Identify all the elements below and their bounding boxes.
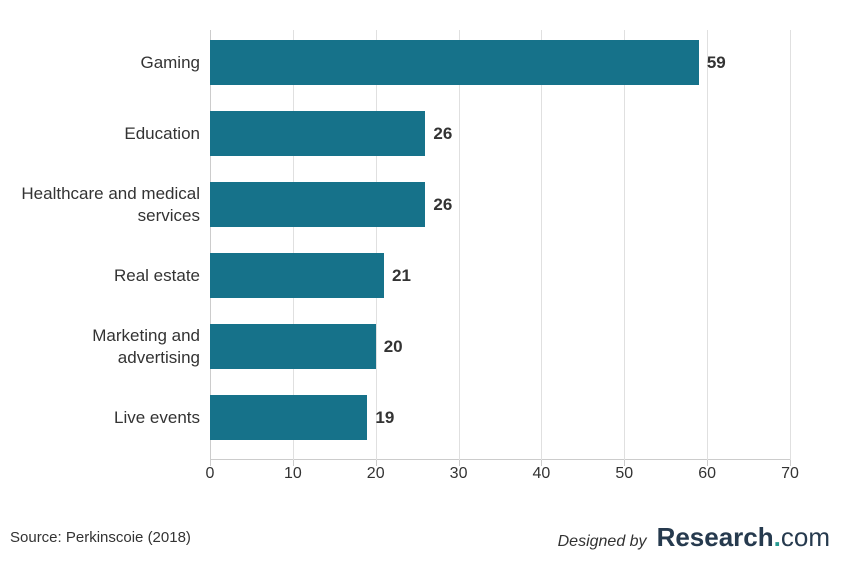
brand-main: Research [657, 522, 774, 552]
brand-logo: Research.com [657, 522, 830, 553]
bar-row: 59 [210, 40, 790, 85]
bar: 20 [210, 324, 376, 369]
attribution: Designed by Research.com [558, 522, 830, 553]
brand-dot: . [774, 522, 781, 552]
category-label: Real estate [10, 265, 200, 286]
bar: 26 [210, 111, 425, 156]
x-axis-line [210, 459, 790, 460]
bar-row: 26 [210, 111, 790, 156]
bar-value-label: 20 [376, 337, 403, 357]
bar: 59 [210, 40, 699, 85]
bar-row: 21 [210, 253, 790, 298]
bar-value-label: 21 [384, 266, 411, 286]
bar-row: 19 [210, 395, 790, 440]
category-label: Marketing and advertising [10, 325, 200, 368]
designed-by-label: Designed by [558, 533, 647, 551]
chart-container: 592626212019 010203040506070GamingEducat… [0, 20, 850, 500]
bar: 21 [210, 253, 384, 298]
bar-value-label: 19 [367, 408, 394, 428]
bar-value-label: 59 [699, 53, 726, 73]
source-text: Source: Perkinscoie (2018) [10, 529, 191, 546]
category-label: Live events [10, 407, 200, 428]
gridline [790, 30, 791, 460]
bar-value-label: 26 [425, 124, 452, 144]
bar: 19 [210, 395, 367, 440]
x-tick-label: 30 [450, 465, 468, 483]
bar-value-label: 26 [425, 195, 452, 215]
x-tick-label: 50 [615, 465, 633, 483]
bar: 26 [210, 182, 425, 227]
x-tick-label: 70 [781, 465, 799, 483]
bar-row: 26 [210, 182, 790, 227]
x-tick-label: 20 [367, 465, 385, 483]
category-label: Gaming [10, 52, 200, 73]
chart-footer: Source: Perkinscoie (2018) Designed by R… [0, 517, 850, 557]
x-tick-label: 60 [698, 465, 716, 483]
category-label: Education [10, 123, 200, 144]
x-tick-label: 0 [206, 465, 215, 483]
x-tick-label: 40 [533, 465, 551, 483]
category-label: Healthcare and medical services [10, 183, 200, 226]
bar-row: 20 [210, 324, 790, 369]
brand-tld: com [781, 522, 830, 552]
plot-area: 592626212019 [210, 30, 790, 460]
x-tick-label: 10 [284, 465, 302, 483]
